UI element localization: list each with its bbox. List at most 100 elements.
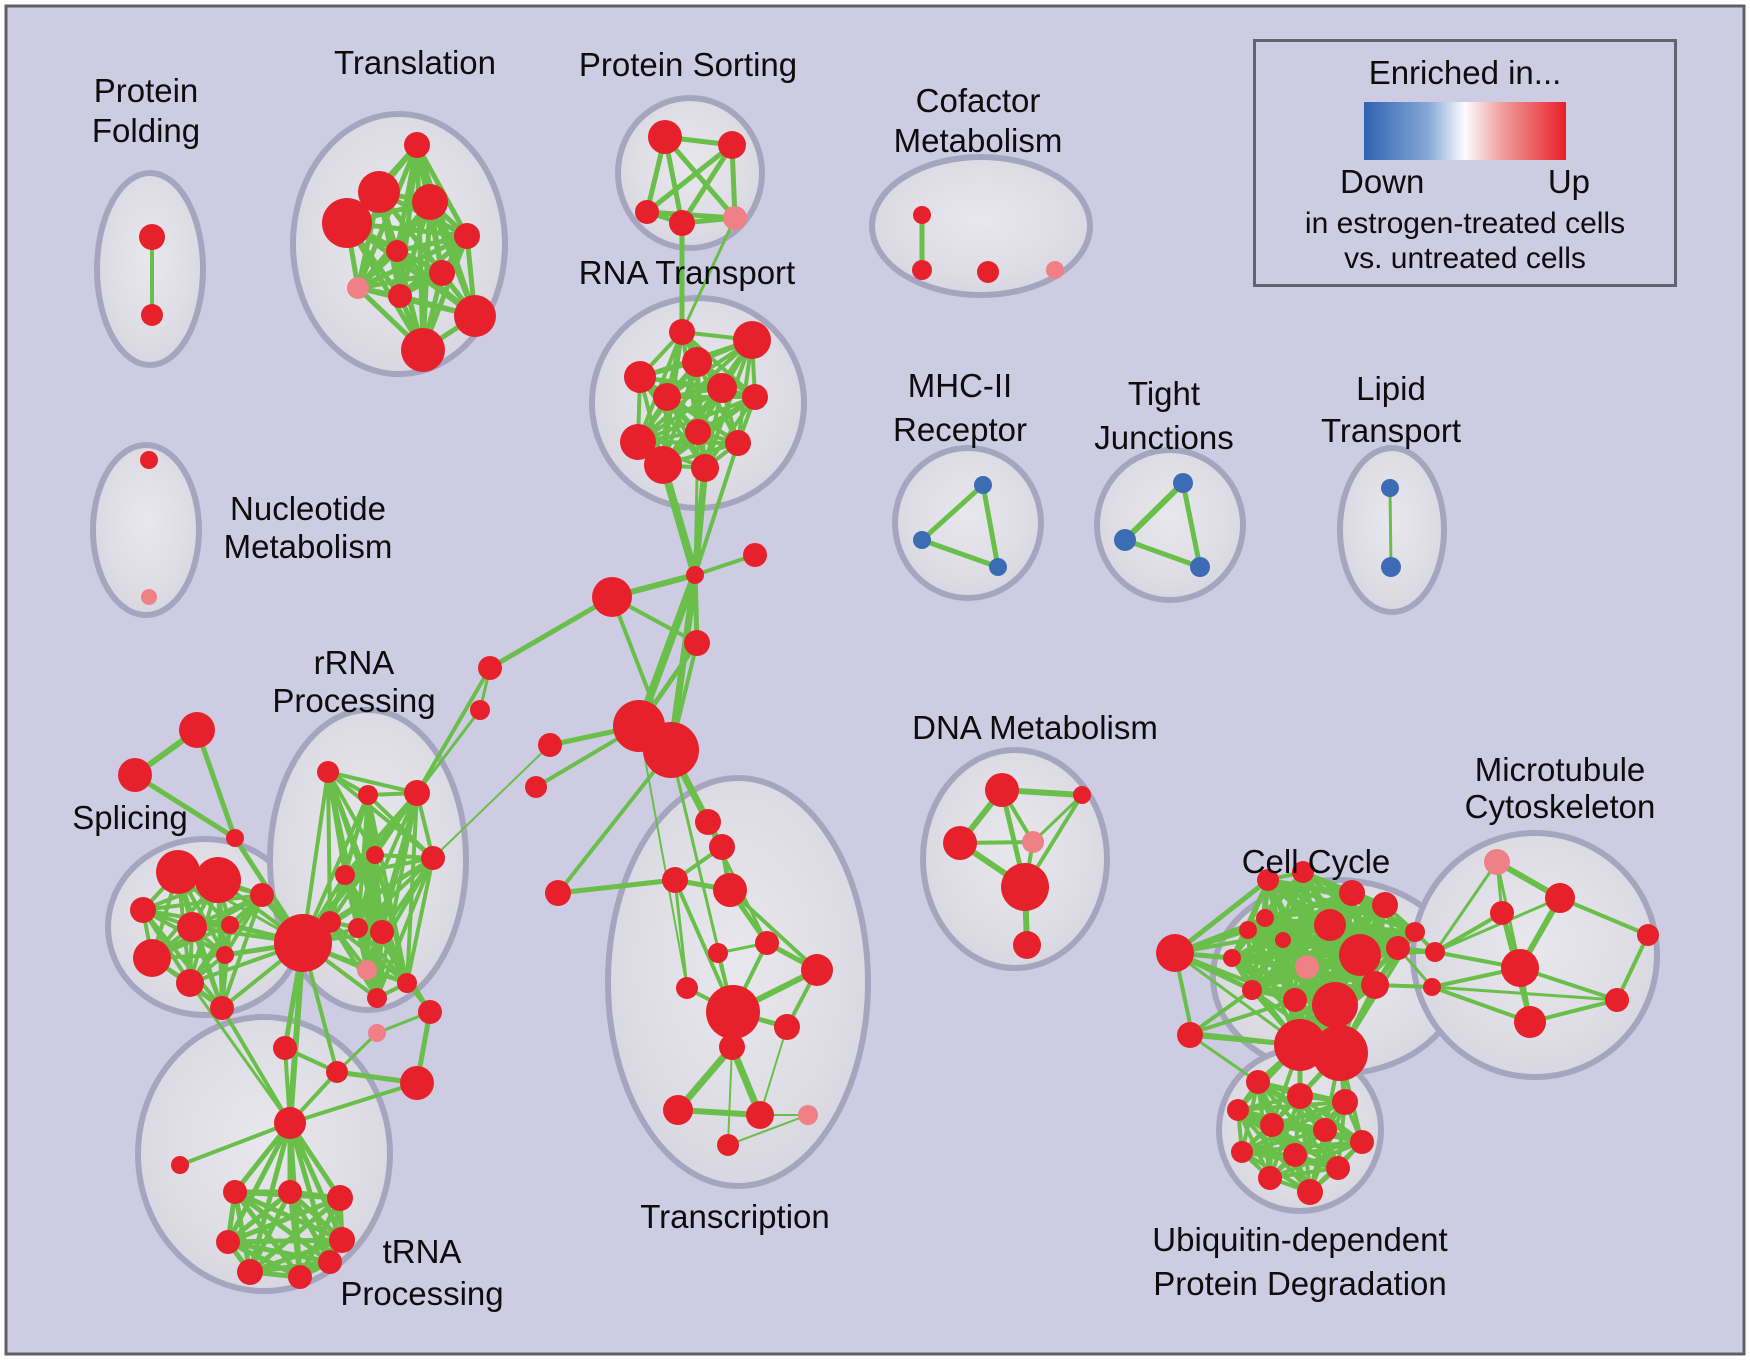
- edge: [1031, 793, 1084, 844]
- node-microtubule-cytoskeleton: [1637, 924, 1659, 946]
- edge: [1558, 896, 1650, 937]
- edge: [288, 1081, 419, 1125]
- edge: [1433, 860, 1499, 954]
- edge: [669, 748, 735, 1014]
- edge: [356, 791, 419, 930]
- edge: [178, 1121, 292, 1167]
- cluster-label-cell-cycle: Cell Cycle: [1242, 843, 1391, 880]
- node-backbone: [478, 656, 502, 680]
- legend-caption-line1: in estrogen-treated cells: [1304, 207, 1626, 240]
- edge: [225, 1239, 333, 1265]
- edge: [919, 537, 1001, 570]
- edge: [679, 142, 735, 226]
- edge: [673, 878, 689, 990]
- node-rrna-trna-bridge: [418, 1000, 442, 1024]
- edge: [759, 1026, 788, 1116]
- node-cell-cycle: [1386, 936, 1410, 960]
- cluster-label-mhc-ii-receptor: Receptor: [893, 411, 1027, 448]
- edge: [287, 940, 306, 1126]
- edge: [132, 772, 238, 841]
- edge: [635, 571, 699, 730]
- node-splicing-triangle: [179, 712, 215, 748]
- node-translation: [404, 132, 430, 158]
- edge: [659, 461, 699, 579]
- node-mhc-ii-receptor: [913, 531, 931, 549]
- node-mhc-ii-receptor: [974, 476, 992, 494]
- node-translation: [386, 240, 408, 262]
- node-trna-processing: [278, 1180, 302, 1204]
- edge: [326, 770, 419, 795]
- node-trna-processing: [318, 1250, 342, 1274]
- node-cell-cycle: [1242, 980, 1262, 1000]
- node-rna-transport: [707, 373, 737, 403]
- node-rna-transport: [725, 430, 751, 456]
- node-trna-processing: [329, 1227, 355, 1253]
- node-backbone: [1423, 978, 1441, 996]
- node-transcription: [719, 1034, 745, 1060]
- node-cell-cycle: [1295, 955, 1319, 979]
- edge: [1240, 1128, 1327, 1154]
- legend-box: Enriched in... Down Up in estrogen-treat…: [1253, 39, 1677, 287]
- edge: [1172, 877, 1271, 956]
- node-ubiquitin-degradation: [1246, 1070, 1270, 1094]
- cluster-ellipse-mhc-ii-receptor: [892, 445, 1044, 601]
- edge: [247, 1259, 333, 1275]
- node-splicing: [130, 897, 156, 923]
- edge: [1122, 480, 1186, 543]
- nodes-layer: [118, 120, 1659, 1289]
- node-cell-cycle: [1312, 982, 1358, 1028]
- node-splicing: [221, 916, 239, 934]
- node-splicing: [156, 850, 200, 894]
- node-rna-transport: [685, 419, 711, 445]
- cluster-label-protein-sorting: Protein Sorting: [579, 46, 797, 83]
- node-cell-cycle: [1283, 988, 1307, 1012]
- cluster-label-lipid-transport: Transport: [1321, 412, 1461, 449]
- node-translation: [412, 184, 448, 220]
- node-translation: [388, 284, 412, 308]
- edge: [1433, 911, 1504, 954]
- node-nucleotide-metabolism: [141, 589, 157, 605]
- node-backbone: [1425, 942, 1445, 962]
- cluster-label-ubiquitin-degradation: Ubiquitin-dependent: [1152, 1221, 1447, 1258]
- node-cell-cycle: [1339, 880, 1365, 906]
- cluster-label-protein-folding: Protein: [94, 72, 199, 109]
- legend-caption-line2: vs. untreated cells: [1344, 242, 1586, 275]
- node-translation: [358, 171, 400, 213]
- edge: [638, 375, 707, 470]
- node-cell-cycle: [1339, 934, 1381, 976]
- node-transcription: [746, 1101, 774, 1129]
- node-rrna-processing: [335, 865, 355, 885]
- node-microtubule-cytoskeleton: [1545, 883, 1575, 913]
- edge: [225, 1237, 345, 1245]
- edge: [1190, 998, 1297, 1035]
- node-cell-cycle: [1405, 922, 1425, 942]
- edge: [194, 727, 238, 841]
- node-rna-transport: [733, 321, 771, 359]
- node-rrna-processing: [357, 960, 377, 980]
- node-splicing: [216, 946, 234, 964]
- node-rrna-trna-bridge: [326, 1061, 348, 1083]
- cluster-ellipse-tight-junctions: [1094, 447, 1246, 603]
- edge: [1433, 896, 1562, 954]
- node-trna-processing: [216, 1230, 240, 1254]
- cluster-label-trna-processing: Processing: [340, 1275, 503, 1312]
- node-dna-metabolism: [1022, 831, 1044, 853]
- node-cofactor-metabolism: [913, 206, 931, 224]
- node-ubiquitin-degradation: [1313, 1118, 1337, 1142]
- cluster-label-microtubule-cytoskeleton: Cytoskeleton: [1465, 788, 1656, 825]
- node-rrna-processing: [397, 973, 417, 993]
- node-cell-cycle: [1312, 1025, 1368, 1081]
- node-protein-sorting: [723, 206, 747, 230]
- edge: [693, 441, 740, 577]
- edge: [356, 856, 435, 930]
- node-rrna-processing: [348, 918, 368, 938]
- node-translation: [454, 295, 496, 337]
- node-ubiquitin-degradation: [1260, 1113, 1284, 1137]
- edge: [1173, 951, 1297, 1002]
- node-transcription: [717, 1134, 739, 1156]
- node-microtubule-cytoskeleton: [1490, 901, 1514, 925]
- edge: [225, 1189, 293, 1245]
- node-translation: [322, 198, 372, 248]
